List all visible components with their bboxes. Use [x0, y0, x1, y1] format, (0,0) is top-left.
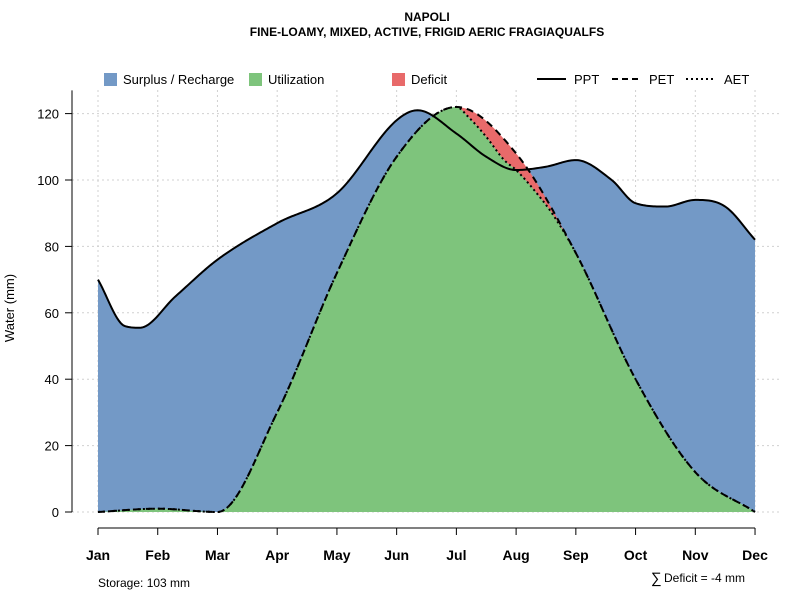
legend-swatch-surplus: [104, 73, 117, 86]
x-tick-label: Jul: [446, 547, 466, 563]
legend-label-utilization: Utilization: [268, 72, 324, 87]
y-tick-label: 40: [45, 372, 59, 387]
area-layer: [98, 106, 756, 513]
x-tick-label: Sep: [563, 547, 589, 563]
y-tick-label: 60: [45, 306, 59, 321]
y-tick-label: 20: [45, 439, 59, 454]
x-tick-label: Oct: [624, 547, 648, 563]
legend-swatch-deficit: [392, 73, 405, 86]
legend-label-aet: AET: [724, 72, 749, 87]
sum-symbol: ∑: [651, 570, 662, 587]
chart-subtitle: FINE-LOAMY, MIXED, ACTIVE, FRIGID AERIC …: [250, 25, 604, 39]
x-tick-label: May: [323, 547, 350, 563]
ppt-line: [97, 109, 756, 329]
x-tick-label: Nov: [682, 547, 709, 563]
legend-label-ppt: PPT: [574, 72, 599, 87]
x-tick-label: Aug: [503, 547, 530, 563]
line-layer: [97, 105, 756, 514]
storage-note: Storage: 103 mm: [98, 576, 190, 590]
x-tick-label: Jun: [384, 547, 409, 563]
x-tick-label: Apr: [265, 547, 290, 563]
y-tick-label: 0: [52, 505, 59, 520]
legend-label-deficit: Deficit: [411, 72, 448, 87]
y-tick-label: 120: [37, 107, 59, 122]
legend-label-pet: PET: [649, 72, 674, 87]
deficit-note: Deficit = -4 mm: [664, 571, 745, 585]
legend-swatch-utilization: [249, 73, 262, 86]
x-tick-label: Jan: [86, 547, 110, 563]
axes: 0 20 40 60 80 100 120 Jan Feb Mar Apr May Jun Jul Aug S…: [37, 90, 768, 563]
x-tick-label: Feb: [145, 547, 170, 563]
pet-line: [97, 105, 756, 514]
y-axis-label: Water (mm): [2, 274, 17, 342]
y-tick-label: 100: [37, 173, 59, 188]
y-tick-label: 80: [45, 239, 59, 254]
legend: Surplus / Recharge Utilization Deficit P…: [104, 72, 749, 87]
utilization-area: [98, 106, 756, 513]
aet-line: [97, 105, 756, 514]
legend-label-surplus: Surplus / Recharge: [123, 72, 234, 87]
x-tick-label: Dec: [742, 547, 768, 563]
x-tick-label: Mar: [205, 547, 230, 563]
chart-title: NAPOLI: [404, 10, 449, 24]
